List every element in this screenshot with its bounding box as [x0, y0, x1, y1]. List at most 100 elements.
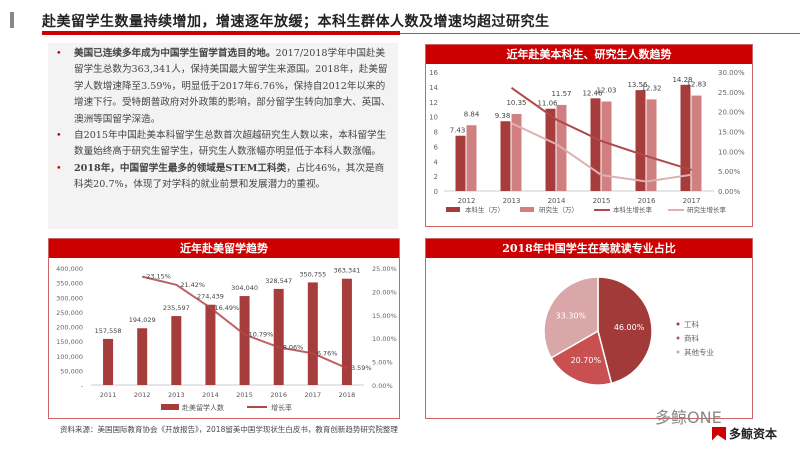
chart-undergrad-grad: 近年赴美本科生、研究生人数趋势 0 2 4 6 8 10 12 14 16 0.00% 5.00% 1… [425, 44, 753, 227]
data-label: 328,547 [265, 277, 292, 285]
bullet-text: 2017/2018学年中国赴美留学生总数为363,341人，保持美国最大留学生来… [74, 48, 391, 125]
bar [455, 135, 466, 191]
logo: 多鲸资本 [712, 425, 777, 442]
y-tick-label: 50,000 [60, 367, 83, 375]
y-tick-label: - [81, 382, 84, 390]
summary-text-box: • 美国已连续多年成为中国学生留学首选目的地。2017/2018学年中国赴美留学生… [48, 43, 398, 229]
x-tick-label: 2012 [134, 391, 151, 399]
data-label: 11.06 [537, 100, 558, 108]
legend-label: 本科生（万） [465, 205, 504, 214]
series-line [511, 122, 692, 183]
y-tick-label: 4 [434, 158, 439, 166]
data-label: 194,029 [129, 316, 156, 324]
bullet-text: 自2015年中国赴美本科留学生总数首次超越研究生人数以来，本科留学生数量始终高于… [74, 130, 387, 158]
logo-text: 多鲸资本 [729, 427, 778, 441]
y2-tick-label: 5.00% [372, 359, 393, 367]
divider [400, 33, 800, 34]
y-tick-label: 150,000 [56, 338, 83, 346]
x-tick-label: 2012 [458, 197, 476, 205]
bar [590, 98, 601, 191]
data-label: 13.56 [627, 81, 648, 89]
data-label: 235,597 [163, 304, 190, 312]
bar [646, 99, 657, 191]
data-label: 14.28 [672, 76, 692, 84]
growth-label: 3.59% [351, 364, 372, 372]
data-label: 304,040 [231, 284, 258, 292]
pie-slice [597, 276, 653, 385]
source-note: 资料来源：美国国际教育协会《开放报告》，2018留美中国学现状生白皮书，教育创新… [60, 425, 398, 434]
y-tick-label: 8 [434, 129, 438, 137]
x-tick-label: 2013 [168, 391, 185, 399]
growth-label: 10.79% [249, 331, 274, 339]
bar [307, 282, 318, 385]
y-tick-label: 300,000 [56, 294, 83, 302]
y-tick-label: 14 [429, 84, 438, 92]
data-label: 11.57 [551, 90, 571, 98]
y2-tick-label: 10.00% [372, 335, 397, 343]
y2-tick-label: 5.00% [718, 168, 741, 176]
y-tick-label: 16 [429, 69, 438, 77]
slice-label: 33.30% [556, 311, 587, 320]
bar [601, 101, 612, 191]
growth-line [141, 275, 348, 370]
x-tick-label: 2016 [270, 391, 287, 399]
data-label: 12.46 [582, 89, 603, 97]
y2-tick-label: 20.00% [372, 288, 397, 296]
y-tick-label: 0 [434, 188, 438, 196]
y2-tick-label: 10.00% [718, 148, 745, 156]
growth-label: 8.06% [283, 343, 304, 351]
x-tick-label: 2016 [638, 197, 656, 205]
bar [137, 328, 148, 385]
chart-title: 近年赴美留学趋势 [49, 239, 399, 258]
legend-label: 赴美留学人数 [182, 403, 224, 412]
bar [103, 338, 114, 385]
title-underline [42, 31, 400, 35]
chart-1-svg: 0 2 4 6 8 10 12 14 16 0.00% 5.00% 10.00% 15.00% 20.00… [429, 69, 745, 214]
y-tick-label: 350,000 [56, 280, 83, 288]
bar [511, 114, 522, 191]
data-label: 157,558 [95, 327, 122, 335]
legend-swatch [676, 322, 680, 326]
data-label: 7.43 [450, 127, 466, 135]
growth-label: 23.15% [146, 273, 171, 281]
data-label: 363,341 [333, 267, 360, 275]
y-tick-label: 100,000 [56, 353, 83, 361]
bar [500, 121, 511, 191]
y-tick-label: 400,000 [56, 265, 83, 273]
x-tick-label: 2011 [100, 391, 117, 399]
chart-study-abroad-trend: 近年赴美留学趋势 - 50,000 100,000 150,000 200,000 250… [48, 238, 400, 419]
bullet-item: • 美国已连续多年成为中国学生留学首选目的地。2017/2018学年中国赴美留学生… [54, 46, 392, 128]
bullet-icon: • [56, 48, 62, 59]
y-tick-label: 2 [434, 173, 438, 181]
bullet-icon: • [56, 162, 62, 174]
legend-swatch [676, 350, 680, 354]
y-tick-label: 200,000 [56, 324, 83, 332]
chart-title: 近年赴美本科生、研究生人数趋势 [426, 45, 752, 64]
legend-label: 本科生增长率 [613, 205, 653, 214]
y2-tick-label: 0.00% [372, 382, 393, 390]
data-label: 350,755 [299, 270, 326, 278]
y-tick-label: 12 [429, 99, 438, 107]
y-tick-label: 6 [434, 143, 439, 151]
chart-3-svg: 46.00% 工科 20.70% 商科 33.30% 其他专业 [543, 276, 714, 386]
y2-tick-label: 0.00% [718, 188, 741, 196]
bullet-bold: 美国已连续多年成为中国学生留学首选目的地。 [74, 48, 276, 59]
slice-label: 46.00% [614, 323, 645, 332]
chart-title: 2018年中国学生在美就读专业占比 [426, 239, 752, 258]
x-tick-label: 2014 [548, 197, 566, 205]
y-tick-label: 10 [429, 114, 438, 122]
x-tick-label: 2014 [202, 391, 219, 399]
bar [341, 278, 352, 385]
bar [691, 95, 702, 191]
y-tick-label: 250,000 [56, 309, 83, 317]
title-marker [10, 12, 14, 28]
bar [273, 288, 284, 385]
data-label: 9.38 [495, 112, 511, 120]
bar [205, 304, 216, 385]
x-tick-label: 2017 [683, 197, 701, 205]
bar [171, 316, 182, 385]
page-title: 赴美留学生数量持续增加，增速逐年放缓；本科生群体人数及增速均超过研究生 [42, 14, 550, 30]
x-tick-label: 2017 [305, 391, 322, 399]
chart-2-svg: - 50,000 100,000 150,000 200,000 250,000 300,0… [56, 265, 397, 412]
bullet-bold: 2018年，中国留学生最多的领域是STEM工科类 [74, 162, 287, 174]
